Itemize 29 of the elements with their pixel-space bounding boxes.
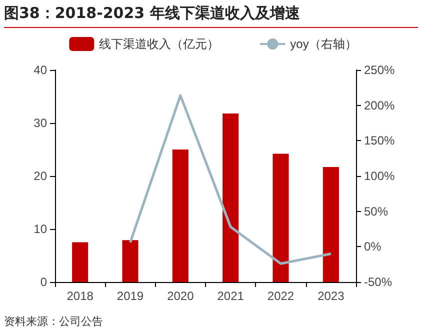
y2-tick-label: 100% (364, 169, 396, 183)
x-tick-label: 2019 (116, 289, 144, 303)
bar (222, 113, 239, 282)
legend-label: yoy（右轴） (290, 37, 357, 51)
text: 资料来源：公司公告 (4, 314, 103, 329)
y-tick-label: 0 (40, 275, 48, 289)
bar (72, 242, 88, 282)
line-series (129, 94, 332, 265)
x-tick-label: 2020 (167, 289, 194, 303)
y-tick-label: 30 (34, 116, 48, 130)
y2-tick-label: 250% (364, 63, 396, 77)
bar (272, 154, 289, 282)
y2-tick-label: 50% (364, 204, 388, 218)
y2-tick-label: 0% (364, 240, 382, 254)
x-tick-label: 2018 (66, 289, 94, 303)
bar (122, 240, 138, 282)
x-tick-label: 2023 (318, 289, 345, 303)
y2-tick-label: 200% (364, 98, 396, 112)
x-tick-label: 2021 (217, 289, 244, 303)
bar (172, 150, 188, 282)
legend-label: 线下渠道收入（亿元） (99, 37, 220, 51)
x-tick-label: 2022 (267, 289, 294, 303)
y-tick-label: 40 (34, 63, 48, 77)
bar (322, 166, 339, 282)
y2-tick-label: 150% (364, 134, 396, 148)
y-tick-label: 10 (34, 222, 48, 236)
y-tick-label: 20 (34, 169, 48, 183)
chart-title: 图38：2018-2023 年线下渠道收入及增速 (4, 4, 418, 28)
y2-tick-label: -50% (364, 275, 392, 289)
